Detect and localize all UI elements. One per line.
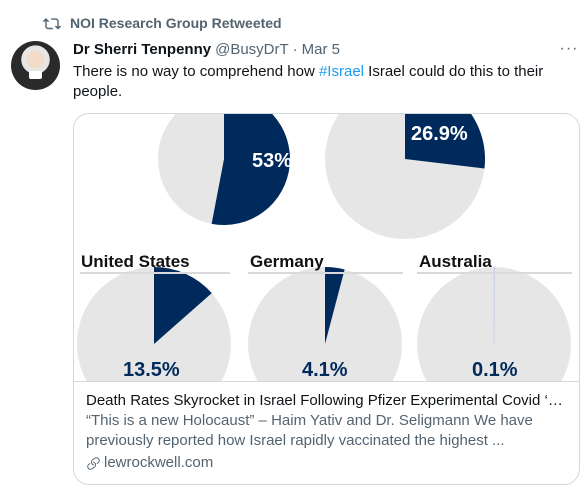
link-icon <box>87 456 100 470</box>
pie-top-1-slice <box>211 114 290 225</box>
card-domain-label: lewrockwell.com <box>104 454 214 471</box>
user-handle[interactable]: @BusyDrT <box>215 41 289 58</box>
tweet-text-after: Israel could do this to their people. <box>73 63 544 100</box>
country-underline-1 <box>80 272 230 274</box>
country-label-australia: Australia <box>419 252 492 271</box>
pie-top-1-label: 53% <box>252 150 293 172</box>
tweet-header: Dr Sherri Tenpenny @BusyDrT · Mar 5 <box>73 41 340 58</box>
pie-germany-label: 4.1% <box>302 359 348 381</box>
pie-us-label: 13.5% <box>123 359 180 381</box>
pie-australia-label: 0.1% <box>472 359 518 381</box>
card-title[interactable]: Death Rates Skyrocket in Israel Followin… <box>86 392 566 409</box>
hashtag-link[interactable]: #Israel <box>318 63 364 80</box>
separator-dot: · <box>292 41 298 58</box>
link-card[interactable]: 53% 26.9% United States Germany Australi… <box>73 113 580 485</box>
pie-united-states-slice <box>154 267 212 344</box>
country-label-germany: Germany <box>250 252 324 271</box>
retweet-context[interactable]: NOI Research Group Retweeted <box>42 15 282 31</box>
retweet-icon <box>42 18 62 30</box>
more-icon: ··· <box>559 40 579 57</box>
tweet-text-before: There is no way to comprehend how <box>73 63 319 80</box>
pie-top-2-slice <box>405 114 485 169</box>
avatar[interactable] <box>11 41 60 90</box>
country-underline-3 <box>417 272 572 274</box>
pie-germany-slice <box>325 267 345 344</box>
tweet-date[interactable]: Mar 5 <box>301 41 341 58</box>
avatar-collar <box>29 71 42 79</box>
tweet-text: There is no way to comprehend how #Israe… <box>73 62 568 102</box>
display-name[interactable]: Dr Sherri Tenpenny <box>73 41 212 58</box>
country-label-united-states: United States <box>81 252 190 271</box>
card-text[interactable]: Death Rates Skyrocket in Israel Followin… <box>86 391 571 473</box>
card-image[interactable]: 53% 26.9% United States Germany Australi… <box>74 114 579 381</box>
card-description: “This is a new Holocaust” – Haim Yativ a… <box>86 412 533 449</box>
more-options-button[interactable]: ··· <box>558 38 580 60</box>
card-domain[interactable]: lewrockwell.com <box>86 453 571 473</box>
country-underline-2 <box>248 272 403 274</box>
retweet-label: NOI Research Group Retweeted <box>70 15 282 31</box>
card-image-pies <box>77 114 571 381</box>
pie-top-2-label: 26.9% <box>411 123 468 145</box>
card-divider <box>74 381 579 382</box>
